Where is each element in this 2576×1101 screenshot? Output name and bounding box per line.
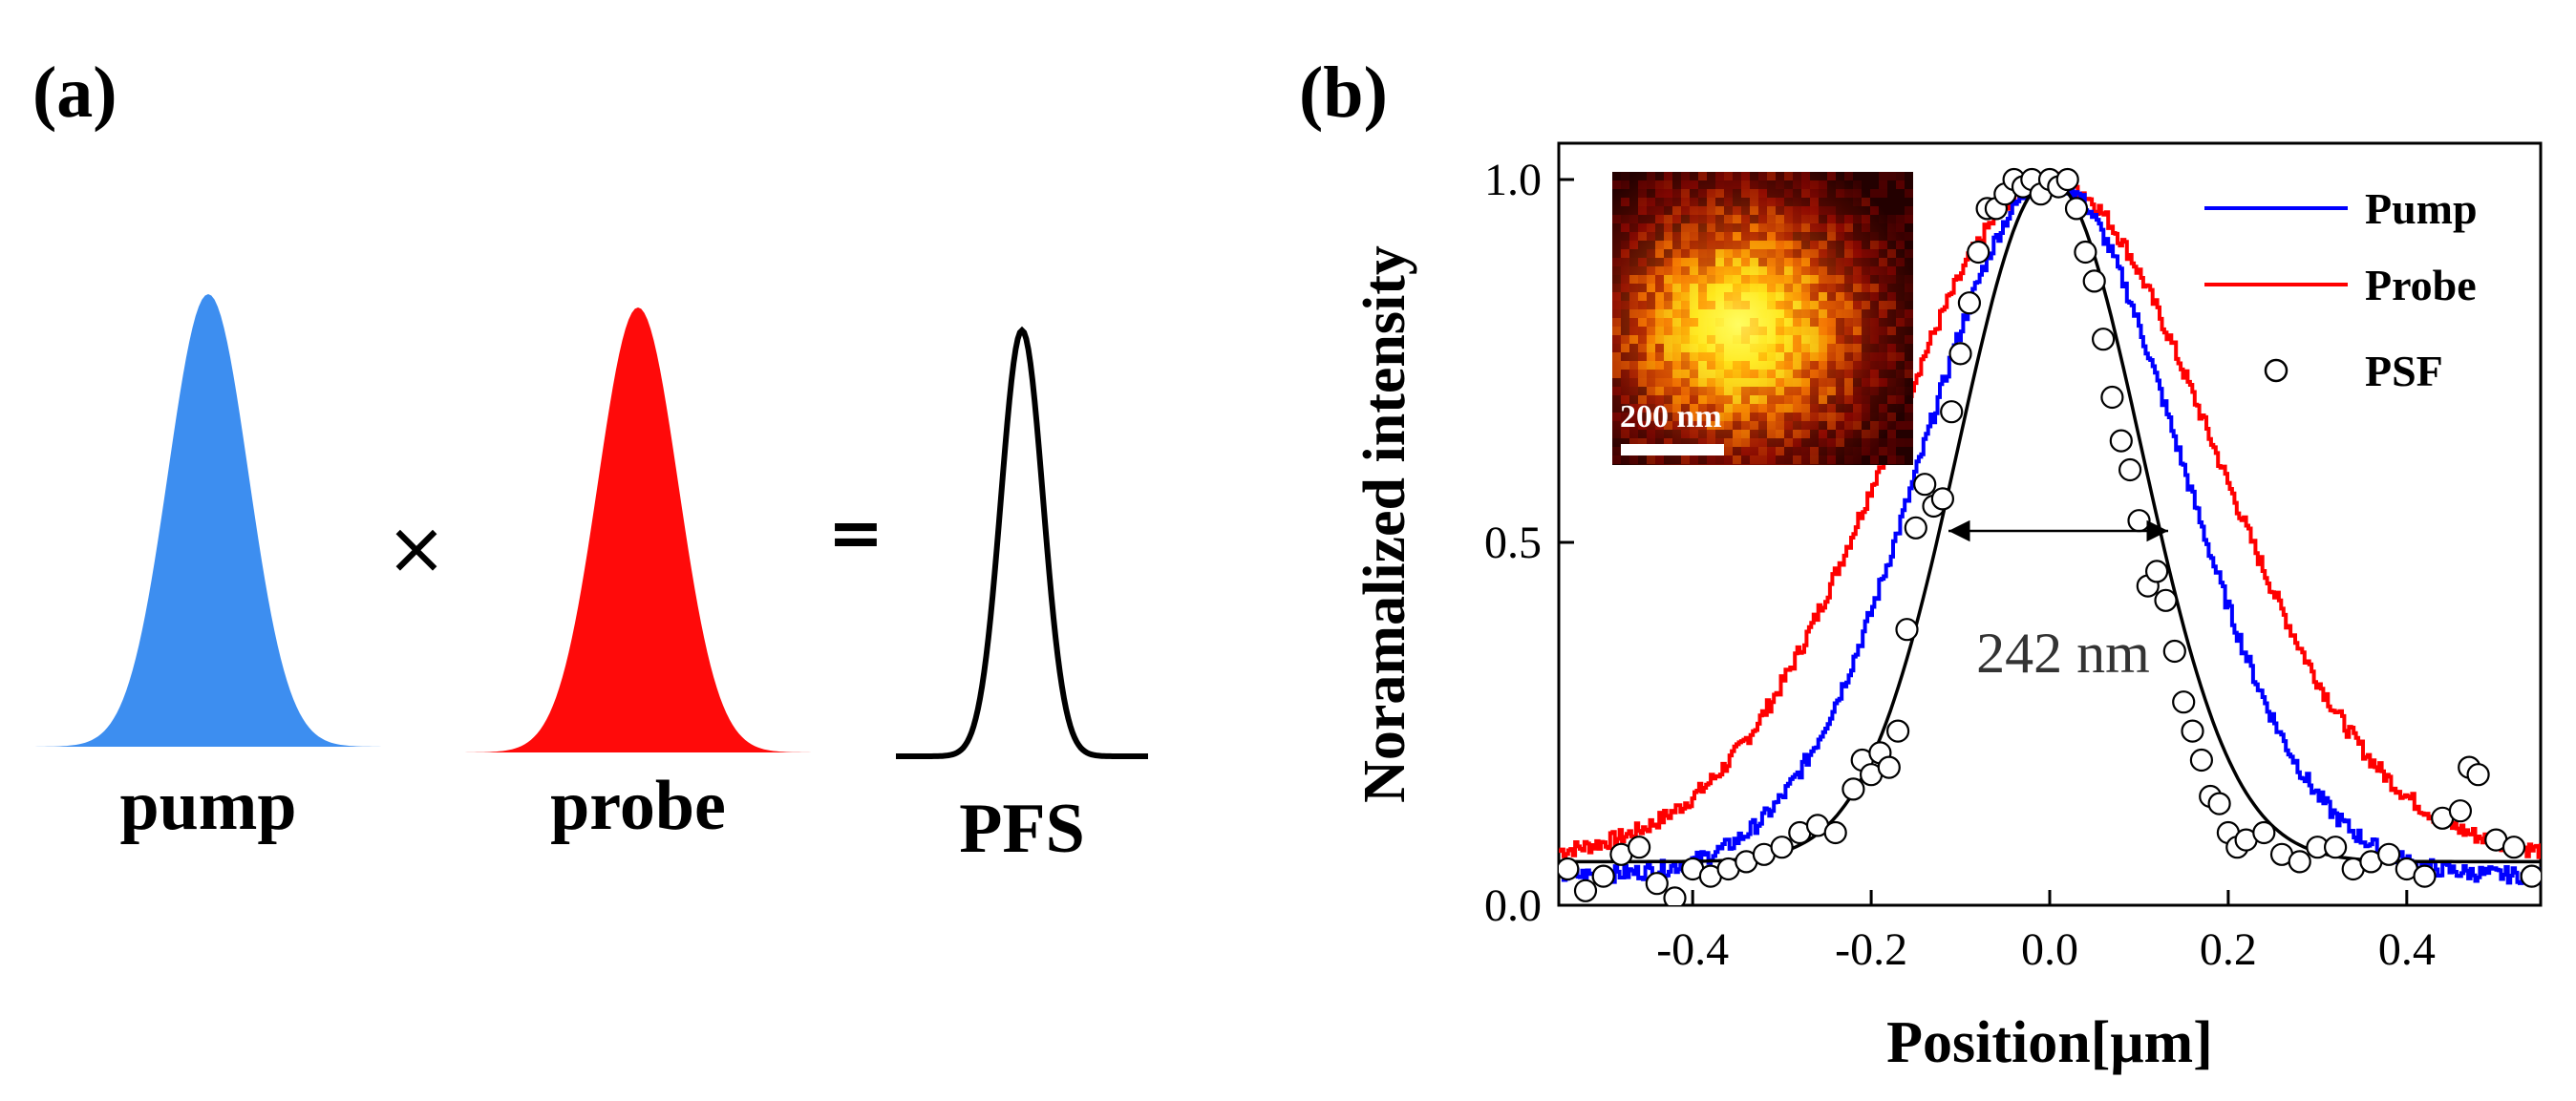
- psf-point: [2181, 719, 2204, 743]
- psf-point: [1904, 516, 1927, 540]
- probe-caption: probe: [550, 767, 726, 845]
- psf-points: [1559, 167, 2541, 905]
- psf-point: [2162, 639, 2186, 664]
- psf-point: [2520, 864, 2541, 888]
- x-axis: -0.4 -0.2 0.0 0.2 0.4: [1656, 890, 2436, 975]
- panel-a: (a) pump × probe = PFS: [19, 53, 1148, 868]
- x-tick-label: 0.4: [2378, 924, 2436, 975]
- x-tick-label: 0.0: [2021, 924, 2078, 975]
- x-tick-label: -0.2: [1835, 924, 1907, 975]
- psf-point: [2092, 328, 2116, 351]
- psf-point: [1627, 836, 1651, 859]
- psf-point: [1895, 618, 1919, 642]
- psf-point: [2466, 763, 2490, 787]
- psf-point: [1559, 857, 1580, 881]
- y-axis-title: Noramalized intensity: [1352, 245, 1417, 803]
- x-tick-label: 0.2: [2200, 924, 2257, 975]
- psf-point: [2189, 748, 2213, 773]
- psf-point: [2252, 820, 2276, 845]
- psf-point: [2064, 197, 2089, 221]
- legend-psf-marker: [2264, 358, 2289, 383]
- psf-point: [1573, 879, 1598, 902]
- psf-point: [2145, 560, 2169, 583]
- psf-point: [2377, 842, 2401, 866]
- panel-b: (b) 0.0 0.5 1.0 -0.4 -0.2 0.0 0.2 0.4 Position…: [1299, 53, 2543, 1075]
- legend-psf-label: PSF: [2365, 347, 2443, 395]
- psf-point: [2109, 429, 2133, 453]
- y-tick-label: 0.5: [1484, 518, 1542, 568]
- psf-point: [1645, 872, 1669, 896]
- fwhm-label: 242 nm: [1976, 622, 2150, 685]
- probe-gaussian: [449, 307, 827, 752]
- psf-point: [2074, 240, 2097, 265]
- times-symbol: ×: [386, 505, 447, 590]
- psf-point: [2082, 269, 2106, 293]
- y-tick-label: 0.0: [1484, 880, 1542, 931]
- legend-pump-label: Pump: [2365, 184, 2478, 233]
- scale-bar-label: 200 nm: [1620, 399, 1722, 434]
- psf-point: [2100, 385, 2124, 410]
- psf-point: [1663, 886, 1687, 905]
- psf-point: [1940, 400, 1964, 424]
- psf-point: [2207, 792, 2231, 815]
- psf-caption: PFS: [959, 790, 1085, 868]
- psf-point: [1913, 473, 1937, 497]
- legend-probe-label: Probe: [2365, 261, 2477, 309]
- psf-point: [2172, 690, 2196, 714]
- psf-point: [2413, 864, 2437, 888]
- pump-gaussian: [19, 294, 397, 747]
- psf-point: [2324, 836, 2348, 859]
- psf-point: [1770, 836, 1794, 859]
- panel-a-label: (a): [32, 53, 117, 133]
- psf-gaussian: [896, 326, 1148, 759]
- equals-symbol: =: [828, 494, 884, 572]
- psf-point: [2118, 457, 2142, 482]
- x-axis-title: Position[μm]: [1886, 1010, 2213, 1075]
- psf-point: [1823, 820, 1847, 845]
- psf-point: [2127, 509, 2151, 533]
- psf-point: [1948, 342, 1972, 366]
- psf-point: [2055, 167, 2079, 192]
- psf-point: [2448, 799, 2472, 823]
- psf-point: [1885, 719, 1910, 743]
- pump-caption: pump: [119, 767, 296, 845]
- y-axis: 0.0 0.5 1.0: [1484, 155, 1574, 931]
- psf-point: [2288, 850, 2311, 874]
- legend: Pump Probe PSF: [2204, 184, 2478, 395]
- psf-point: [1591, 864, 1615, 888]
- psf-point: [1930, 487, 1955, 511]
- y-tick-label: 1.0: [1484, 155, 1542, 205]
- psf-point: [1957, 291, 1981, 315]
- scale-bar: [1621, 444, 1724, 455]
- x-tick-label: -0.4: [1656, 924, 1729, 975]
- psf-point: [1842, 777, 1865, 801]
- psf-point: [2154, 588, 2178, 612]
- psf-point: [1967, 240, 1991, 265]
- psf-point: [2501, 836, 2526, 859]
- psf-point: [1877, 755, 1901, 779]
- inset-image: 200 nm: [1612, 172, 1913, 465]
- panel-b-label: (b): [1299, 53, 1388, 133]
